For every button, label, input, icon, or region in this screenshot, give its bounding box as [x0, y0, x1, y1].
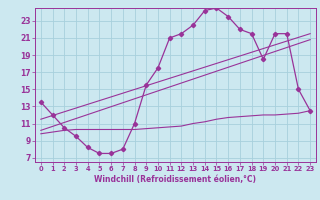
X-axis label: Windchill (Refroidissement éolien,°C): Windchill (Refroidissement éolien,°C): [94, 175, 257, 184]
